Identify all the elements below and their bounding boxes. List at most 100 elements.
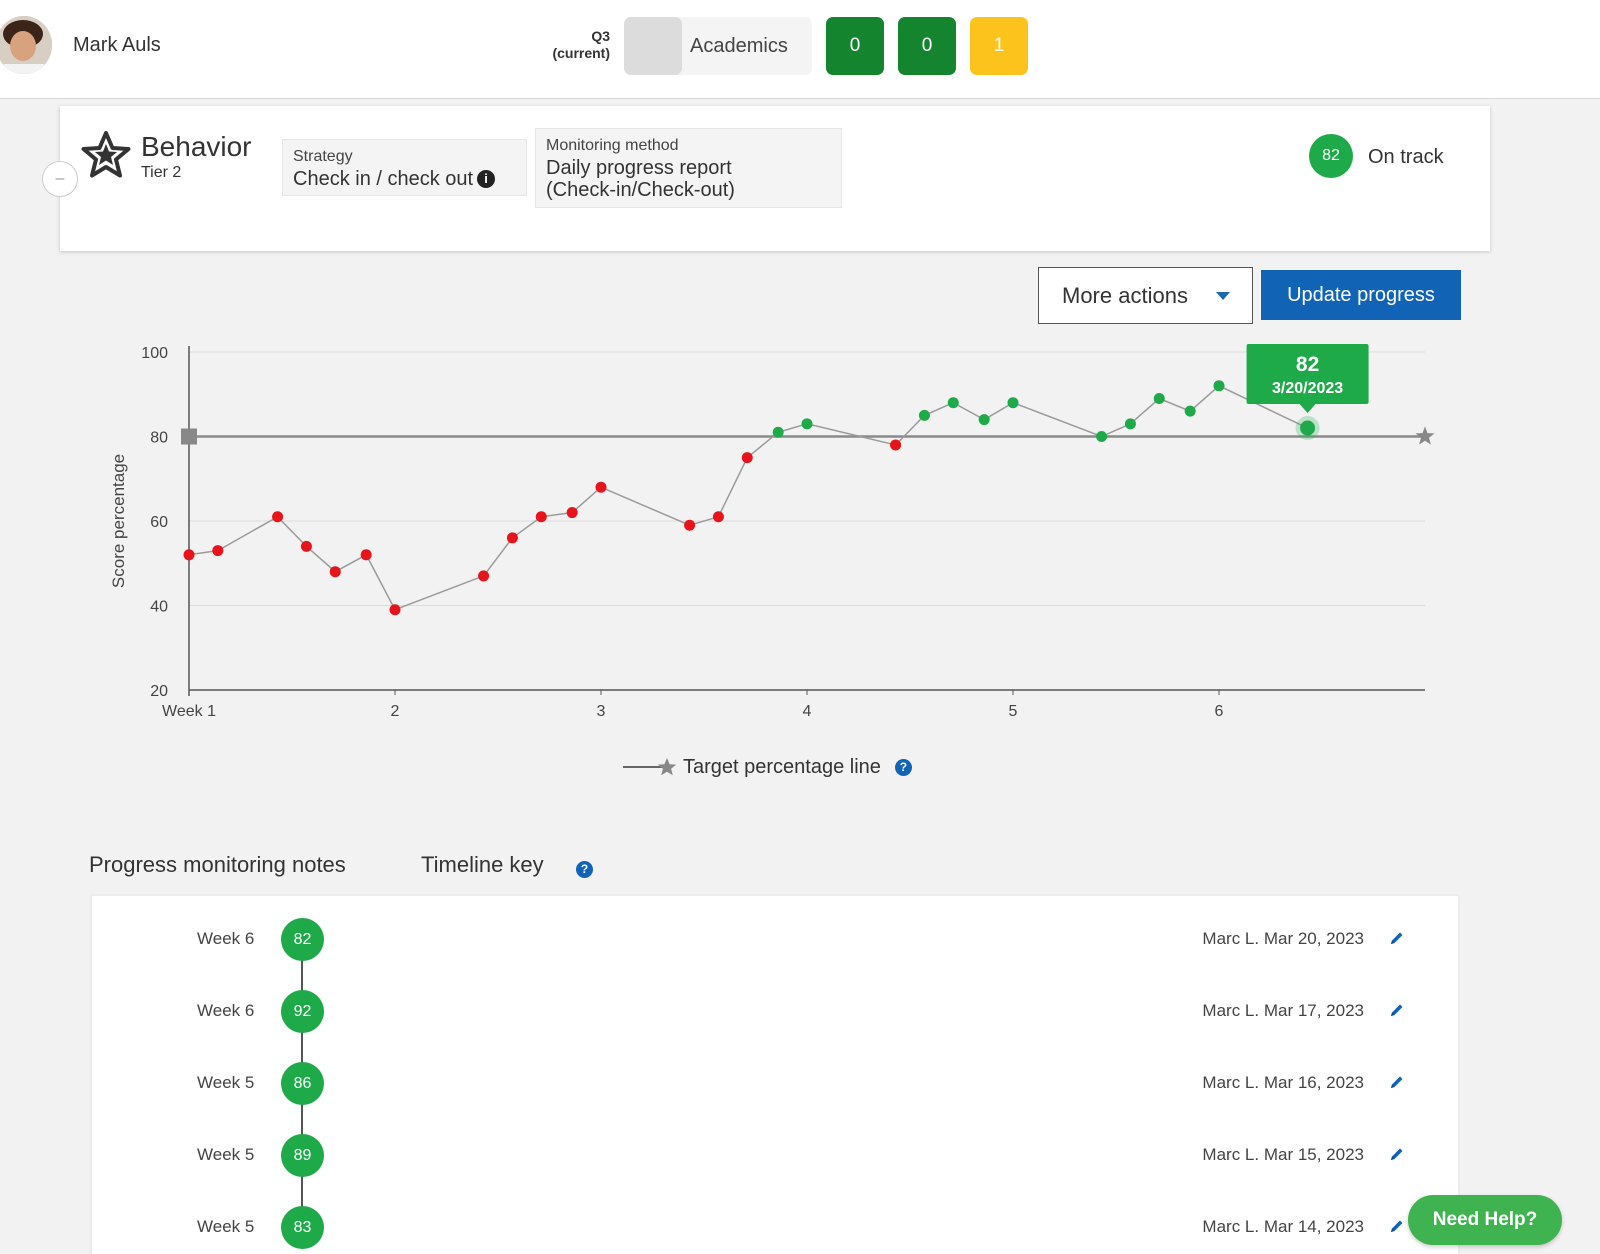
data-point — [801, 418, 813, 430]
caret-down-icon — [1216, 292, 1230, 300]
strategy-box: Strategy Check in / check out i — [282, 139, 527, 196]
data-point — [772, 426, 784, 438]
pencil-icon[interactable] — [1389, 1146, 1405, 1167]
data-point — [684, 519, 696, 531]
data-point — [1124, 418, 1136, 430]
tier-label: Tier 2 — [141, 164, 182, 181]
data-point — [566, 507, 578, 519]
monitoring-method-box: Monitoring method Daily progress report … — [535, 128, 842, 208]
strategy-value-text: Check in / check out — [293, 168, 474, 190]
y-tick-label: 20 — [150, 683, 168, 700]
timeline-key-label[interactable]: Timeline key — [421, 852, 544, 877]
target-end-star — [1415, 426, 1435, 445]
y-tick-label: 60 — [150, 514, 168, 531]
note-author-date: Marc L. Mar 16, 2023 — [1202, 1073, 1364, 1092]
data-point — [741, 452, 753, 464]
intervention-title: Behavior — [141, 131, 252, 162]
need-help-button[interactable]: Need Help? — [1408, 1195, 1562, 1245]
x-tick-label: 4 — [803, 703, 812, 720]
star-icon — [80, 130, 132, 185]
data-point — [947, 397, 959, 409]
note-week: Week 6 — [197, 929, 255, 948]
note-score-badge: 86 — [281, 1062, 324, 1105]
data-point — [389, 604, 401, 616]
strategy-value: Check in / check out i — [293, 168, 496, 190]
note-author-date: Marc L. Mar 20, 2023 — [1202, 929, 1364, 948]
legend-help-icon[interactable]: ? — [894, 758, 912, 776]
note-score-badge: 83 — [281, 1206, 324, 1249]
pencil-icon[interactable] — [1389, 1002, 1405, 1023]
note-score-badge: 89 — [281, 1134, 324, 1177]
update-progress-button[interactable]: Update progress — [1261, 270, 1461, 320]
data-point — [1096, 431, 1108, 442]
tooltip-pointer — [1299, 404, 1316, 414]
academics-label: Academics — [690, 35, 788, 57]
x-tick-label: Week 1 — [162, 703, 216, 720]
y-tick-label: 80 — [150, 430, 168, 447]
note-author-date: Marc L. Mar 14, 2023 — [1202, 1217, 1364, 1236]
monitoring-line-1: Daily progress report — [546, 157, 732, 179]
note-week: Week 5 — [197, 1145, 255, 1164]
note-week: Week 5 — [197, 1217, 255, 1236]
quarter-status: (current) — [552, 45, 610, 61]
data-point — [329, 566, 341, 578]
more-actions-button[interactable]: More actions — [1038, 267, 1253, 324]
monitoring-value: Daily progress report (Check-in/Check-ou… — [546, 157, 735, 201]
academics-tab[interactable]: Academics — [624, 17, 812, 75]
tooltip-value: 82 — [1296, 353, 1319, 376]
count-box-3[interactable]: 1 — [970, 17, 1028, 75]
count-box-2[interactable]: 0 — [898, 17, 956, 75]
y-axis-label: Score percentage — [109, 454, 128, 588]
x-tick-label: 6 — [1215, 703, 1224, 720]
collapse-button[interactable]: – — [42, 161, 78, 197]
data-point — [183, 549, 195, 561]
avatar[interactable] — [0, 16, 52, 74]
data-point — [506, 532, 518, 544]
data-point — [1007, 397, 1019, 409]
monitoring-line-2: (Check-in/Check-out) — [546, 179, 735, 201]
status-label: On track — [1368, 146, 1444, 168]
status-score-badge: 82 — [1309, 134, 1353, 178]
timeline-help-icon[interactable]: ? — [576, 861, 593, 878]
pencil-icon[interactable] — [1389, 1218, 1405, 1239]
strategy-caption: Strategy — [293, 148, 353, 165]
pencil-icon[interactable] — [1389, 1074, 1405, 1095]
data-point — [890, 439, 902, 451]
quarter-name: Q3 — [591, 28, 610, 44]
x-tick-label: 5 — [1009, 703, 1018, 720]
data-point — [1153, 392, 1165, 404]
data-point — [595, 481, 607, 493]
quarter-label: Q3 (current) — [528, 28, 610, 62]
note-author-date: Marc L. Mar 17, 2023 — [1202, 1001, 1364, 1020]
x-tick-label: 2 — [391, 703, 400, 720]
data-point — [272, 511, 284, 523]
series-line — [188, 384, 1308, 611]
y-tick-label: 100 — [141, 345, 168, 362]
legend-label: Target percentage line — [683, 755, 881, 778]
info-icon[interactable]: i — [477, 170, 496, 188]
note-score-badge: 82 — [281, 918, 324, 961]
note-week: Week 6 — [197, 1001, 255, 1020]
progress-chart: 20 40 60 80 100 Week 1 2 3 4 5 6 Score percentage 82… — [109, 344, 1435, 720]
pencil-icon[interactable] — [1389, 930, 1405, 951]
target-line-legend-icon — [623, 758, 677, 776]
chart-legend: Target percentage line ? — [623, 755, 912, 779]
top-bar: Mark Auls Q3 (current) Academics 0 0 1 — [0, 0, 1600, 99]
data-point — [978, 414, 990, 426]
data-point-selected — [1300, 420, 1316, 436]
x-tick-label: 3 — [597, 703, 606, 720]
more-actions-label: More actions — [1062, 282, 1188, 308]
tooltip-box — [1246, 344, 1369, 405]
note-week: Week 5 — [197, 1073, 255, 1092]
note-author-date: Marc L. Mar 15, 2023 — [1202, 1145, 1364, 1164]
data-point — [918, 409, 930, 421]
count-box-1[interactable]: 0 — [826, 17, 884, 75]
note-score-badge: 92 — [281, 990, 324, 1033]
academics-indicator — [624, 17, 682, 75]
student-name: Mark Auls — [73, 34, 161, 56]
data-point — [212, 545, 224, 557]
notes-title: Progress monitoring notes — [89, 852, 346, 877]
monitoring-caption: Monitoring method — [546, 137, 679, 154]
target-start-marker — [181, 428, 197, 445]
data-point — [712, 511, 724, 523]
